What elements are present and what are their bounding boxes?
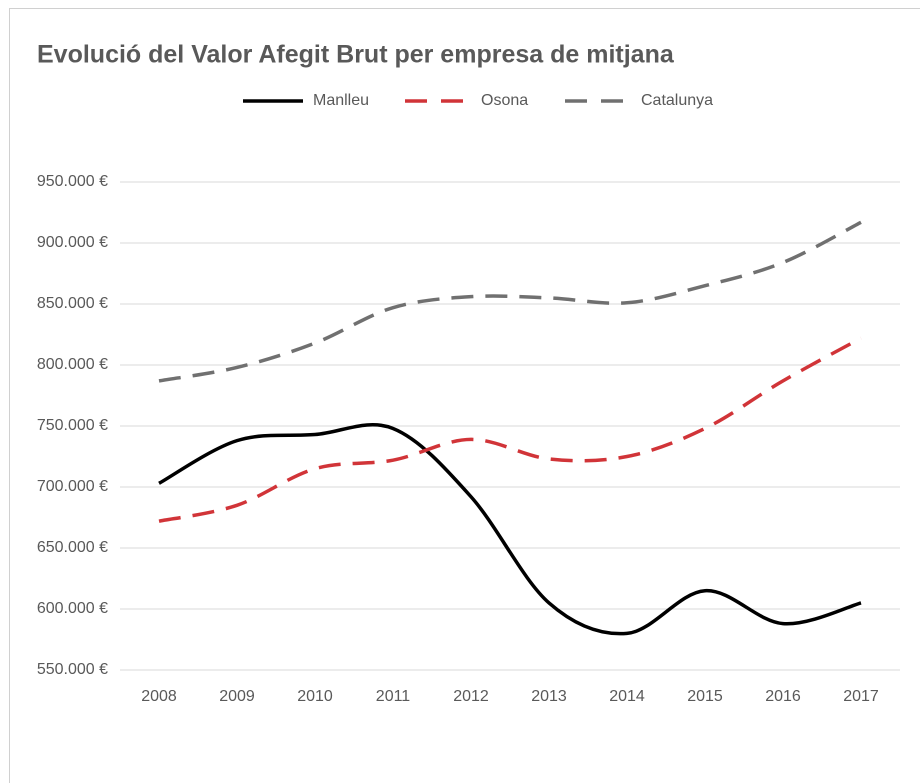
x-tick-label: 2008 bbox=[141, 688, 177, 705]
y-tick-label: 550.000 € bbox=[37, 661, 108, 678]
chart-frame bbox=[9, 8, 920, 783]
series-line bbox=[158, 220, 862, 383]
x-tick-label: 2012 bbox=[453, 688, 489, 705]
chart-title: Evolució del Valor Afegit Brut per empre… bbox=[37, 41, 675, 69]
x-tick-label: 2015 bbox=[687, 688, 723, 705]
x-tick-label: 2011 bbox=[376, 688, 411, 705]
y-tick-label: 750.000 € bbox=[37, 417, 108, 434]
x-tick-label: 2013 bbox=[531, 688, 567, 705]
series-line bbox=[158, 336, 862, 523]
y-tick-label: 850.000 € bbox=[37, 295, 108, 312]
x-tick-label: 2010 bbox=[297, 688, 333, 705]
y-tick-label: 700.000 € bbox=[37, 478, 108, 495]
legend-label: Osona bbox=[481, 92, 528, 109]
legend-label: Manlleu bbox=[313, 92, 369, 109]
x-tick-label: 2009 bbox=[219, 688, 255, 705]
y-tick-label: 650.000 € bbox=[37, 539, 108, 556]
y-tick-label: 800.000 € bbox=[37, 356, 108, 373]
y-tick-label: 600.000 € bbox=[37, 600, 108, 617]
y-tick-label: 900.000 € bbox=[37, 234, 108, 251]
series-line bbox=[158, 423, 862, 636]
x-tick-label: 2017 bbox=[843, 688, 879, 705]
y-tick-label: 950.000 € bbox=[37, 173, 108, 190]
legend-label: Catalunya bbox=[641, 92, 713, 109]
x-tick-label: 2016 bbox=[765, 688, 801, 705]
x-tick-label: 2014 bbox=[609, 688, 645, 705]
